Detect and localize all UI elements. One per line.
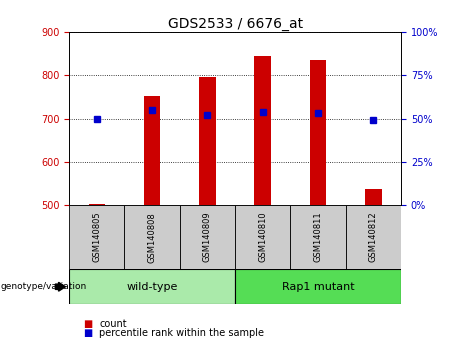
Bar [365,189,382,205]
Text: Rap1 mutant: Rap1 mutant [282,282,355,292]
Text: GSM140812: GSM140812 [369,212,378,263]
Bar [199,76,216,205]
Text: GSM140805: GSM140805 [92,212,101,263]
Bar [290,205,346,269]
Bar [254,56,271,205]
Bar [235,205,290,269]
Bar [69,205,124,269]
Text: GSM140809: GSM140809 [203,212,212,263]
Text: GSM140810: GSM140810 [258,212,267,263]
Text: count: count [99,319,127,329]
Bar [310,59,326,205]
Text: wild-type: wild-type [126,282,178,292]
Text: genotype/variation: genotype/variation [1,282,87,291]
Bar [235,269,401,304]
Bar [346,205,401,269]
Text: ■: ■ [83,329,92,338]
Text: GSM140811: GSM140811 [313,212,323,263]
Bar [180,205,235,269]
Bar [144,96,160,205]
Text: ■: ■ [83,319,92,329]
Text: percentile rank within the sample: percentile rank within the sample [99,329,264,338]
Text: GSM140808: GSM140808 [148,212,157,263]
Title: GDS2533 / 6676_at: GDS2533 / 6676_at [167,17,303,31]
Bar [69,269,235,304]
Bar [124,205,180,269]
